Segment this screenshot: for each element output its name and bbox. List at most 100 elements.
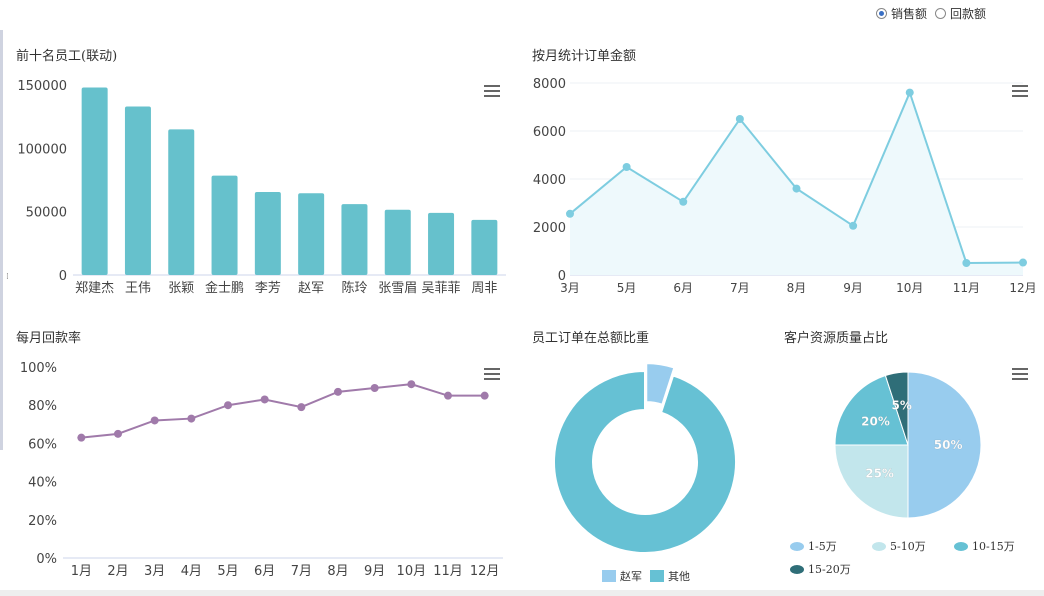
x-tick-label: 3月 — [560, 281, 580, 295]
y-tick-label: 0 — [59, 269, 67, 284]
data-point — [444, 392, 452, 400]
legend-swatch — [602, 570, 616, 582]
x-tick-label: 5月 — [617, 281, 637, 295]
y-tick-label: 60% — [28, 437, 57, 452]
legend-label: 1-5万 — [808, 538, 837, 554]
data-point — [906, 89, 914, 97]
panel-title: 员工订单在总额比重 — [532, 327, 649, 346]
data-point — [481, 392, 489, 400]
bar — [168, 129, 194, 275]
x-tick-label: 金士鹏 — [205, 280, 244, 296]
data-point — [679, 198, 687, 206]
pie-data-label: 5% — [892, 398, 912, 412]
x-tick-label: 8月 — [787, 281, 807, 295]
donut-legend: 赵军 其他 — [602, 568, 690, 584]
radio-repayment-label[interactable]: 回款额 — [950, 5, 986, 22]
series-line — [81, 384, 484, 437]
area-chart: 020004000600080003月 5月 6月 7月 8月 9月 10月 11月 12月 — [520, 30, 1040, 310]
legend-swatch — [650, 570, 664, 582]
bar-chart: 0 50000 100000 150000 郑建杰 王伟 张颖 金士鹏 李芳 赵军 陈玲 张雪眉 吴菲菲… — [8, 30, 513, 310]
panel-staff-share: 员工订单在总额比重 赵军 其他 — [520, 315, 770, 590]
x-tick-label: 10月 — [397, 564, 427, 579]
pie-data-label: 20% — [861, 414, 890, 428]
y-tick-label: 2000 — [533, 221, 566, 236]
bar — [212, 176, 238, 275]
data-point — [261, 395, 269, 403]
x-tick-label: 6月 — [254, 564, 275, 579]
x-tick-label: 周非 — [471, 281, 497, 296]
y-tick-label: 80% — [28, 399, 57, 414]
x-tick-label: 张雪眉 — [378, 281, 417, 296]
y-tick-label: 100% — [20, 361, 57, 376]
x-tick-label: 吴菲菲 — [422, 281, 461, 296]
x-tick-label: 8月 — [327, 564, 348, 579]
legend-swatch — [790, 565, 804, 574]
radio-sales-label[interactable]: 销售额 — [891, 5, 927, 22]
x-tick-label: 9月 — [364, 564, 385, 579]
x-tick-label: 11月 — [433, 564, 463, 579]
pie-legend-item[interactable]: 5-10万 — [872, 538, 926, 554]
donut-chart — [520, 350, 770, 590]
radio-repayment[interactable] — [935, 8, 946, 19]
data-point — [187, 415, 195, 423]
legend-label: 15-20万 — [808, 561, 851, 577]
x-tick-label: 张颖 — [168, 281, 194, 296]
bottom-scroll-area — [0, 590, 1044, 596]
x-tick-label: 6月 — [673, 281, 693, 295]
legend-label[interactable]: 其他 — [668, 568, 690, 584]
data-point — [77, 434, 85, 442]
data-point — [1019, 259, 1027, 267]
pie-legend-item[interactable]: 10-15万 — [954, 538, 1015, 554]
bar — [255, 192, 281, 275]
radio-sales[interactable] — [876, 8, 887, 19]
bar — [385, 210, 411, 275]
pie-legend-item[interactable]: 15-20万 — [790, 561, 851, 577]
pie-slice — [835, 445, 908, 518]
data-point — [114, 430, 122, 438]
y-tick-label: 40% — [28, 476, 57, 491]
x-tick-label: 陈玲 — [341, 280, 367, 296]
legend-label[interactable]: 赵军 — [620, 568, 642, 584]
pie-legend-item[interactable]: 1-5万 — [790, 538, 837, 554]
x-tick-label: 7月 — [730, 281, 750, 295]
x-tick-label: 9月 — [843, 281, 863, 295]
x-tick-label: 赵军 — [298, 281, 324, 296]
y-tick-label: 150000 — [17, 79, 67, 94]
legend-swatch — [872, 542, 886, 551]
data-point — [736, 115, 744, 123]
bar — [298, 193, 324, 275]
x-tick-label: 4月 — [181, 564, 202, 579]
x-tick-label: 2月 — [107, 564, 128, 579]
left-edge-bar — [0, 30, 3, 450]
pie-chart: 50% 25% 20%5% — [776, 345, 1040, 560]
data-point — [371, 384, 379, 392]
metric-toggle: 销售额 回款额 — [876, 5, 986, 22]
x-tick-label: 10月 — [896, 281, 923, 295]
y-tick-label: 0% — [36, 552, 57, 567]
x-tick-label: 李芳 — [255, 281, 281, 296]
panel-customer-quality: 客户资源质量占比 50% 25% 20% 5% 1-5万 5-10万 10-15万 1… — [776, 315, 1040, 590]
data-point — [793, 185, 801, 193]
bar — [82, 88, 108, 275]
data-point — [962, 259, 970, 267]
data-point — [334, 388, 342, 396]
data-point — [407, 380, 415, 388]
legend-label: 5-10万 — [890, 538, 926, 554]
panel-repayment-rate: 每月回款率 0% 20% 40% 60% 80% 100% 1月 2月 3月 4月 5月 6月 7月 8月… — [8, 315, 513, 590]
x-tick-label: 12月 — [470, 564, 500, 579]
legend-label: 10-15万 — [972, 538, 1015, 554]
y-tick-label: 4000 — [533, 173, 566, 188]
x-tick-label: 5月 — [217, 564, 238, 579]
area-fill — [570, 93, 1023, 275]
x-tick-label: 11月 — [953, 281, 980, 295]
bar — [341, 204, 367, 275]
y-tick-label: 50000 — [26, 206, 67, 221]
legend-swatch — [790, 542, 804, 551]
donut-slice — [554, 371, 736, 553]
legend-swatch — [954, 542, 968, 551]
y-tick-label: 6000 — [533, 125, 566, 140]
pie-data-label: 50% — [934, 438, 963, 452]
y-tick-label: 20% — [28, 514, 57, 529]
bar — [125, 107, 151, 275]
x-tick-label: 3月 — [144, 564, 165, 579]
